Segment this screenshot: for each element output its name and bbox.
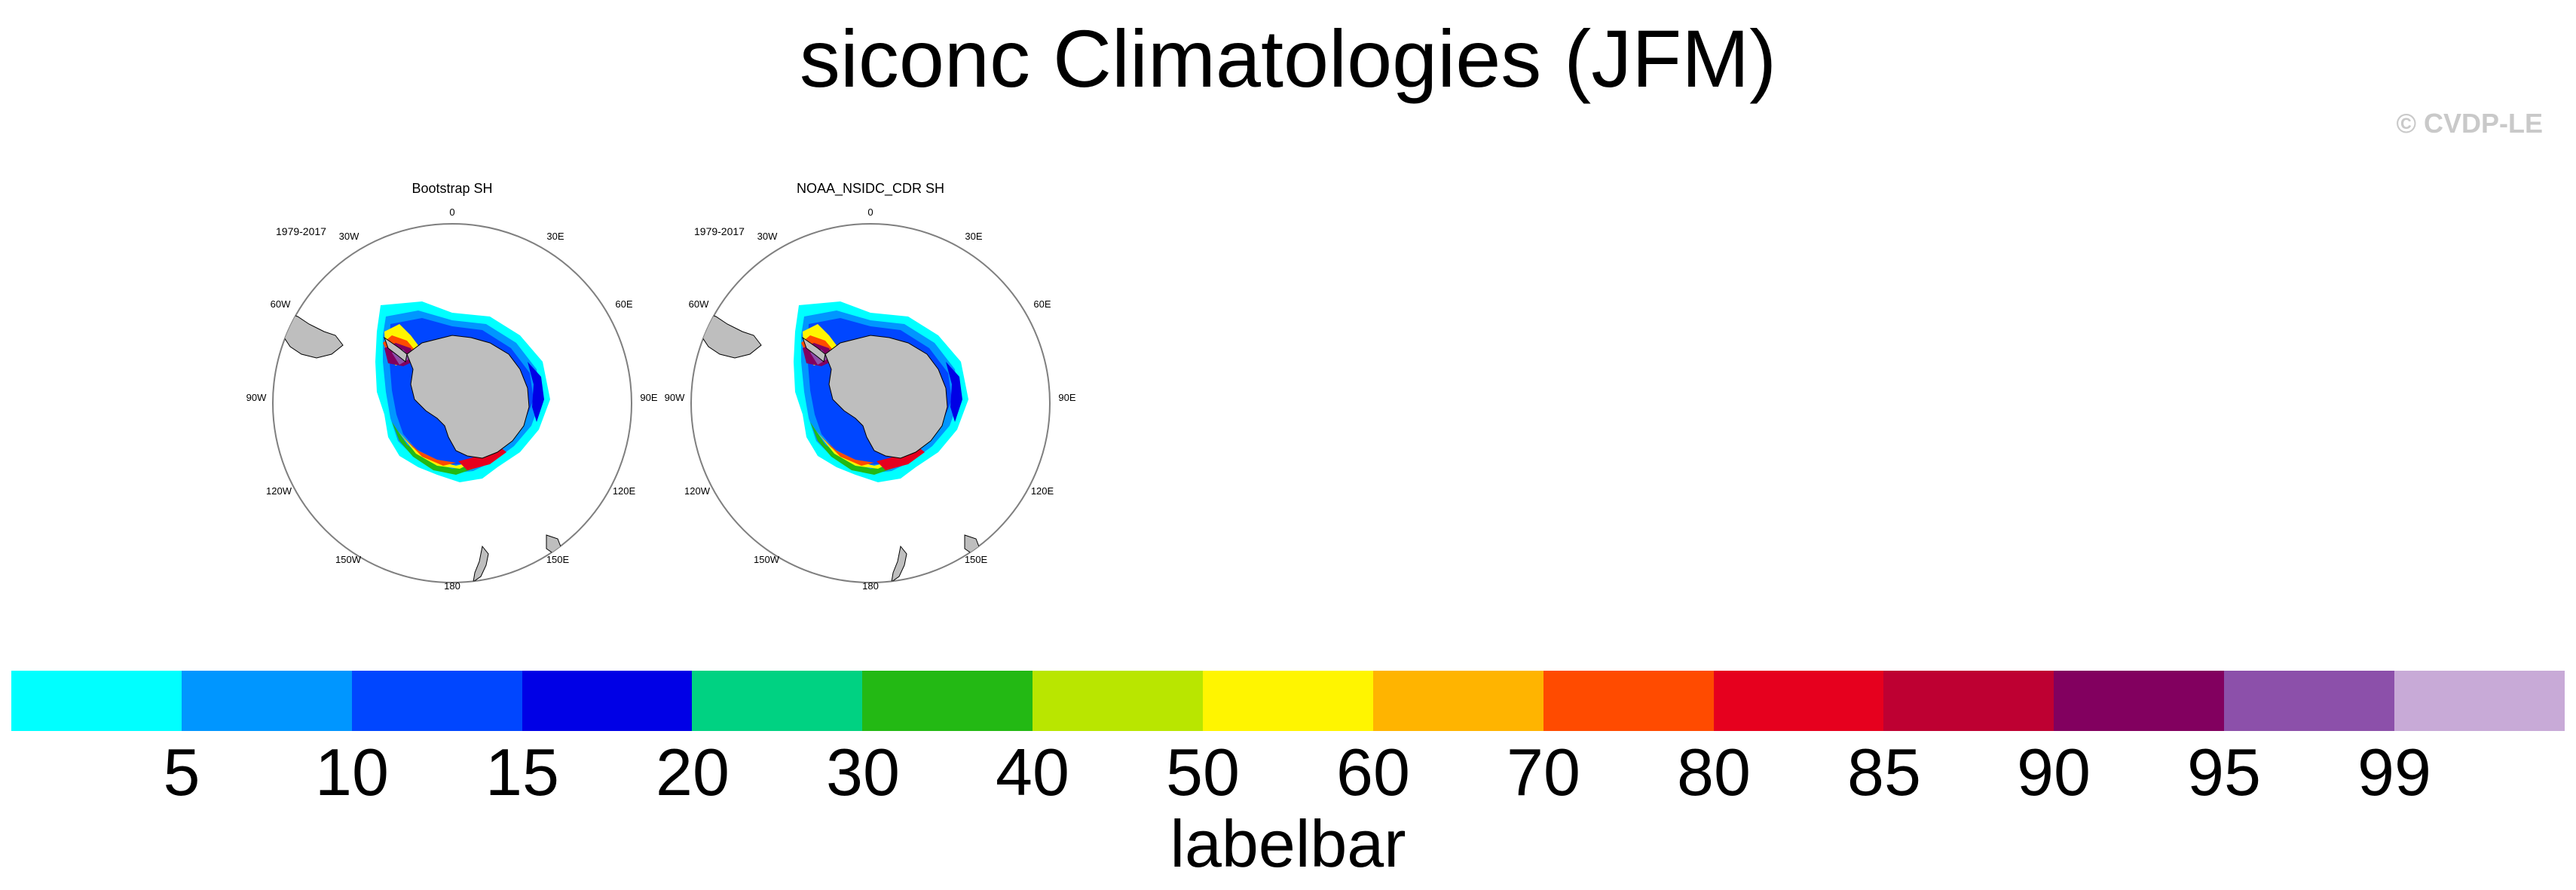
colorbar-swatch: [11, 671, 182, 731]
map-panel-bootstrap: Bootstrap SH 1979-2017: [246, 181, 658, 592]
panel-title: Bootstrap SH: [411, 181, 492, 196]
lon-label: 150E: [965, 554, 988, 565]
colorbar-swatch: [1203, 671, 1373, 731]
colorbar-swatch: [181, 671, 352, 731]
lon-label: 0: [867, 206, 873, 218]
colorbar-tick-label: 50: [1166, 735, 1240, 809]
lon-label: 120W: [684, 485, 711, 497]
colorbar: [11, 671, 2565, 731]
colorbar-tick-label: 60: [1336, 735, 1410, 809]
new-zealand-landmass: [473, 545, 489, 583]
new-zealand-landmass: [891, 545, 907, 583]
lon-label: 30W: [339, 231, 359, 242]
map-panels: Bootstrap SH 1979-2017: [246, 181, 1076, 592]
colorbar-swatch: [1543, 671, 1714, 731]
antarctica-landmass: [825, 335, 948, 459]
colorbar-swatch: [1883, 671, 2054, 731]
colorbar-swatch: [1372, 671, 1543, 731]
colorbar-swatch: [2224, 671, 2395, 731]
colorbar-swatch: [1033, 671, 1204, 731]
lon-label: 60W: [689, 298, 709, 310]
colorbar-tick-label: 40: [996, 735, 1069, 809]
lon-label: 90E: [640, 392, 657, 403]
colorbar-swatch: [862, 671, 1033, 731]
antarctica-landmass: [406, 335, 530, 459]
colorbar-tick-label: 95: [2187, 735, 2261, 809]
antarctic-peninsula: [384, 336, 408, 362]
panel-title: NOAA_NSIDC_CDR SH: [797, 181, 944, 197]
lon-label: 150W: [335, 554, 362, 565]
lon-label: 180: [862, 580, 879, 592]
lon-label: 30E: [546, 231, 564, 242]
colorbar-tick-label: 15: [485, 735, 559, 809]
lon-label: 60E: [615, 298, 632, 310]
colorbar-tick-label: 5: [163, 735, 200, 809]
antarctic-peninsula: [802, 336, 826, 362]
lon-label: 0: [449, 206, 454, 218]
colorbar-tick-label: 90: [2017, 735, 2091, 809]
lon-label: 90E: [1058, 392, 1075, 403]
colorbar-tick-label: 20: [656, 735, 730, 809]
map-panel-noaa-nsidc-cdr: NOAA_NSIDC_CDR SH 1979-2017: [665, 181, 1076, 592]
lon-label: 120E: [1031, 485, 1054, 497]
lon-label: 150W: [754, 554, 780, 565]
colorbar-tick-label: 30: [826, 735, 900, 809]
colorbar-swatch: [692, 671, 863, 731]
colorbar-tick-label: 99: [2357, 735, 2431, 809]
colorbar-tick-label: 70: [1507, 735, 1580, 809]
lon-label: 150E: [546, 554, 570, 565]
colorbar-swatch: [351, 671, 522, 731]
lon-label: 60E: [1033, 298, 1051, 310]
panel-period: 1979-2017: [694, 225, 745, 237]
colorbar-swatch: [2394, 671, 2565, 731]
colorbar-tick-label: 80: [1677, 735, 1751, 809]
lon-label: 120E: [613, 485, 636, 497]
panel-period: 1979-2017: [276, 225, 326, 237]
lon-label: 90W: [665, 392, 685, 403]
colorbar-swatch: [1713, 671, 1884, 731]
colorbar-title: labelbar: [1170, 806, 1406, 881]
lon-label: 120W: [266, 485, 292, 497]
lon-label: 30W: [757, 231, 778, 242]
colorbar-swatch: [2054, 671, 2225, 731]
colorbar-tick-label: 10: [315, 735, 389, 809]
lon-label: 30E: [965, 231, 982, 242]
lon-label: 180: [444, 580, 460, 592]
lon-label: 90W: [246, 392, 267, 403]
colorbar-tick-label: 85: [1847, 735, 1921, 809]
colorbar-swatch: [522, 671, 693, 731]
copyright-watermark: © CVDP-LE: [2396, 108, 2543, 139]
lon-label: 60W: [271, 298, 291, 310]
figure-title: siconc Climatologies (JFM): [799, 13, 1777, 104]
